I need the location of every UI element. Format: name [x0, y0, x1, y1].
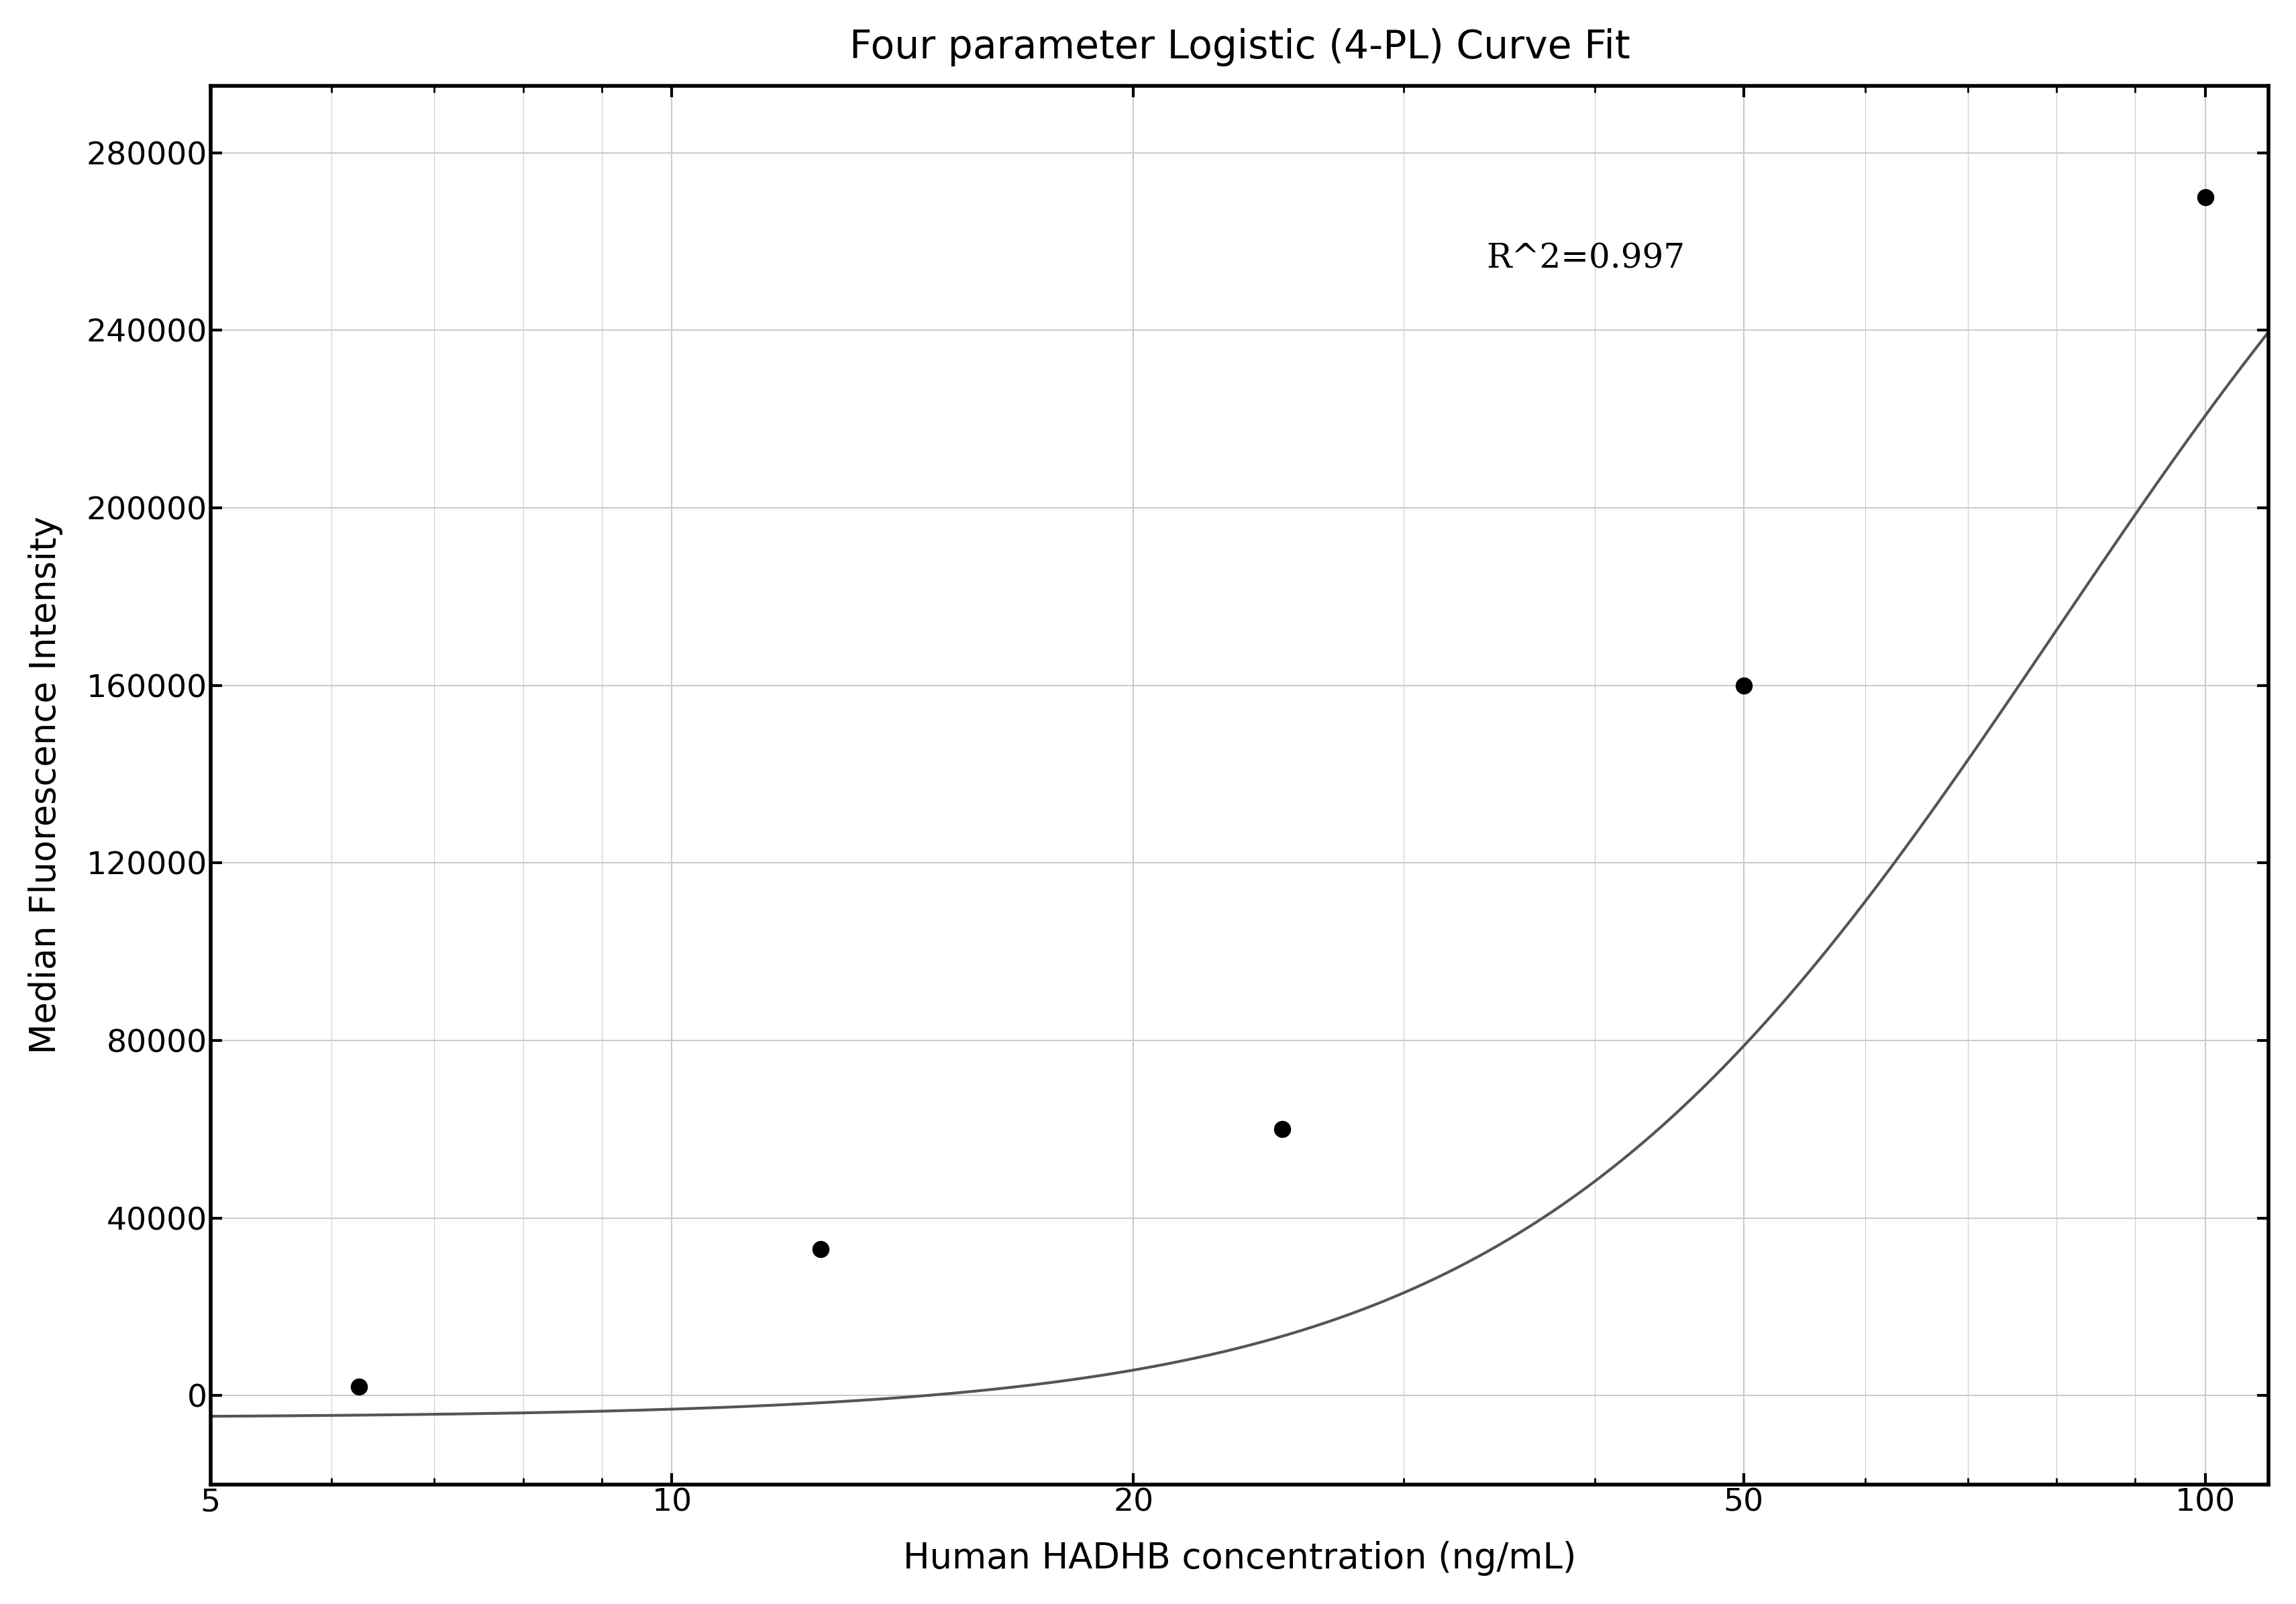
Point — [340, 1375, 377, 1400]
Title: Four parameter Logistic (4-PL) Curve Fit: Four parameter Logistic (4-PL) Curve Fit — [850, 27, 1630, 66]
Text: R^2=0.997: R^2=0.997 — [1486, 242, 1685, 276]
X-axis label: Human HADHB concentration (ng/mL): Human HADHB concentration (ng/mL) — [902, 1541, 1575, 1577]
Y-axis label: Median Fluorescence Intensity: Median Fluorescence Intensity — [28, 516, 62, 1054]
Point — [801, 1237, 838, 1262]
Point — [2186, 184, 2223, 210]
Point — [1263, 1116, 1300, 1142]
Point — [1724, 672, 1761, 698]
